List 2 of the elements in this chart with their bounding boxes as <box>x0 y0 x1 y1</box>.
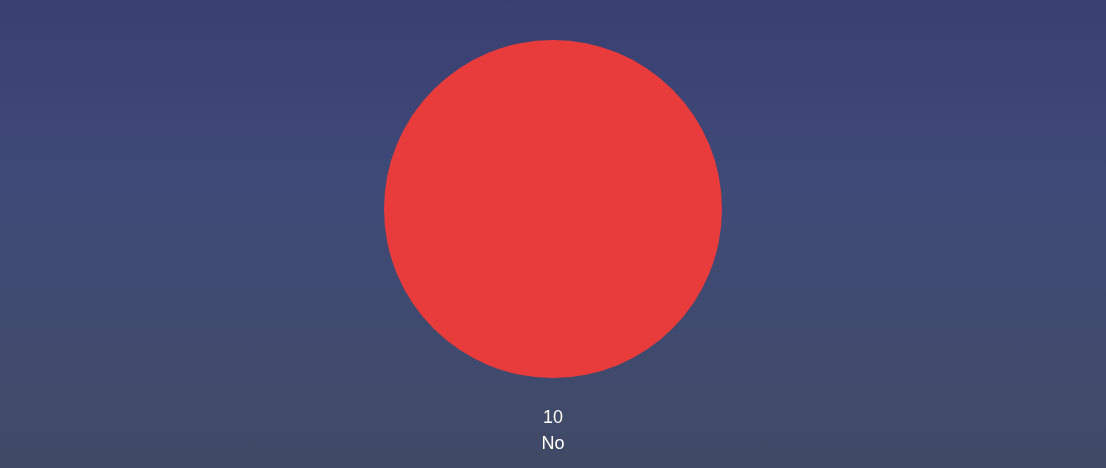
data-label: 10 <box>542 406 564 427</box>
slice-label: No <box>541 432 565 453</box>
